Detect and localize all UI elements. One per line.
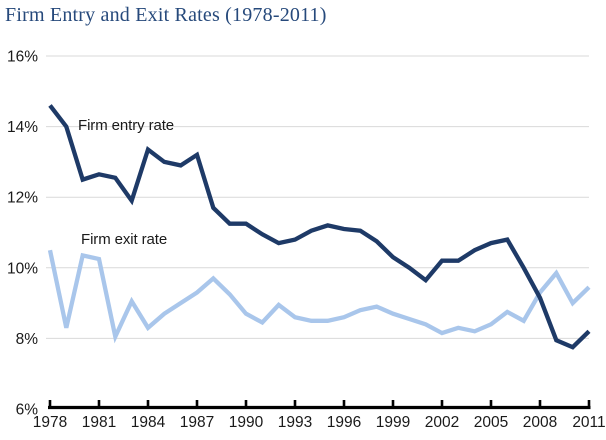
x-tick-label: 2002 bbox=[425, 414, 459, 431]
y-tick-label: 16% bbox=[7, 49, 38, 66]
x-tick-label: 1981 bbox=[82, 414, 116, 431]
y-tick-label: 10% bbox=[7, 260, 38, 277]
x-tick-label: 1993 bbox=[278, 414, 312, 431]
exit-rate-line bbox=[47, 249, 591, 344]
entry-rate-line bbox=[48, 104, 591, 350]
y-tick-label: 6% bbox=[16, 402, 39, 419]
x-tick-label: 2011 bbox=[572, 414, 605, 431]
chart-title: Firm Entry and Exit Rates (1978-2011) bbox=[5, 4, 327, 26]
entry-series-label: Firm entry rate bbox=[78, 117, 175, 134]
x-tick-label: 1987 bbox=[180, 414, 214, 431]
x-tick-label: 1978 bbox=[33, 414, 67, 431]
y-tick-label: 14% bbox=[7, 119, 38, 136]
x-tick-label: 2005 bbox=[474, 414, 508, 431]
x-tick-label: 1996 bbox=[327, 414, 361, 431]
exit-series-label: Firm exit rate bbox=[81, 231, 168, 248]
x-tick-label: 1984 bbox=[131, 414, 166, 431]
x-tick-label: 1990 bbox=[229, 414, 264, 431]
x-tick-label: 2008 bbox=[523, 414, 557, 431]
x-tick-label: 1999 bbox=[376, 414, 410, 431]
y-tick-label: 8% bbox=[16, 331, 39, 348]
y-tick-label: 12% bbox=[7, 190, 38, 207]
